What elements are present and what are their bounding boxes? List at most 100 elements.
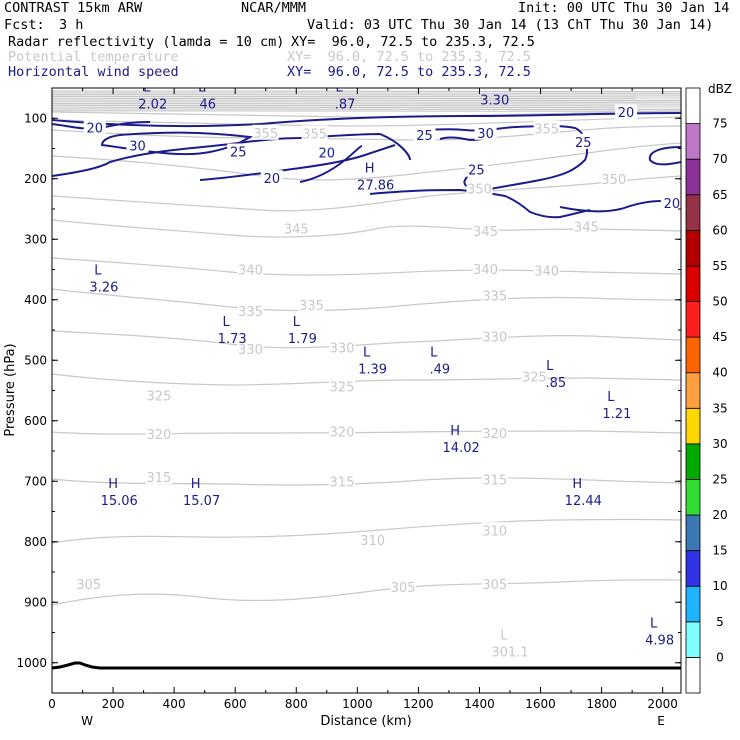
theta-label-bg [237,303,264,319]
wind-label-bg [126,137,149,153]
terrain-line [52,661,681,670]
theta-contour-line [52,142,681,181]
extremum-value: 1.39 [358,362,387,377]
theta-contour-labels: 305 305 305 310 310 315 315 315 320 320 320 325 325 3… [75,120,627,596]
theta-label: 330 [482,331,507,346]
theta-contour-line [52,518,681,544]
theta-label: 320 [330,426,355,441]
colorbar-swatch [685,621,701,658]
field-3-xy: XY= 96.0, 72.5 to 235.3, 72.5 [287,64,531,80]
theta-label: 305 [482,578,507,593]
extremum-type: L [198,80,206,95]
extremum-type: H [365,161,375,176]
theta-contour-line [52,108,681,111]
wind-label-bg [315,144,338,160]
y-tick-label: 300 [24,232,47,246]
wind-label-bg [413,127,436,143]
theta-contour-line [52,95,681,98]
extremum-value: 3.30 [480,94,509,109]
theta-label: 305 [76,578,101,593]
field-3-name: Horizontal wind speed [8,64,179,80]
y-axis-label: Pressure (hPa) [3,343,18,436]
valid-time: Valid: 03 UTC Thu 30 Jan 14 (13 ChT Thu … [307,17,714,33]
theta-contour-line [52,97,681,100]
y-tick-label: 900 [24,595,47,609]
colorbar-label: 30 [712,437,727,451]
theta-label: 310 [360,534,385,549]
field-2-name: Potential temperature [8,49,179,65]
theta-label-bg [573,218,600,234]
extremum-value: 12.44 [565,494,602,509]
theta-label: 345 [574,221,599,236]
y-tick-label: 1000 [16,656,47,670]
extremum-type: H [108,477,118,492]
extremum-type: L [430,345,438,360]
x-tick-label: 1600 [525,697,556,711]
theta-label-bg [145,387,172,403]
wind-contour-line [414,125,588,192]
theta-contour-line [52,101,681,103]
theta-label: 315 [146,471,171,486]
x-tick-label: 1400 [464,697,495,711]
colorbar-label: 25 [712,472,727,486]
extremum-value: 4.98 [645,633,674,648]
extremum-type: L [143,80,151,95]
theta-label-bg [481,328,508,344]
y-tick-label: 800 [24,535,47,549]
extremum-value: 1.21 [602,407,631,422]
colorbar-swatch [685,372,701,409]
extremum-type: H [572,477,582,492]
extremum-value: .87 [335,97,356,112]
x-tick-label: 1200 [403,697,434,711]
theta-contour-line [52,104,681,107]
wind-contour-labels: 20 30 25 20 20 25 30 25 25 20 20 [83,104,681,212]
extremum-type: L [336,80,344,95]
theta-label: 315 [330,475,355,490]
west-end-label: W [81,714,93,728]
y-tick-label: 200 [24,172,47,186]
init-time: Init: 00 UTC Thu 30 Jan 14 [518,0,730,16]
model-title: CONTRAST 15km ARW [4,0,143,16]
reflectivity-colorbar: 0 5 10 15 20 25 30 35 40 45 50 55 60 65 70 75 dBZ [685,82,732,694]
theta-label: 355 [253,127,278,142]
theta-contour-line [52,110,681,118]
theta-label-bg [145,469,172,485]
theta-contour-line [52,93,681,96]
theta-label: 355 [534,123,559,138]
colorbar-label: 15 [712,544,727,558]
theta-label-bg [466,180,493,196]
extremum-value: 301.1 [491,645,528,660]
theta-label: 340 [473,263,498,278]
theta-label-bg [329,473,356,489]
y-tick-label: 600 [24,414,47,428]
theta-contour-line [52,257,681,276]
theta-label-bg [359,531,386,547]
theta-label: 335 [482,290,507,305]
theta-contour-line [52,373,681,386]
colorbar-swatch [685,479,701,516]
colorbar-swatch [685,336,701,374]
extremum-type: L [500,628,508,643]
forecast-hour: 3 h [59,17,84,33]
wind-label-bg [83,119,106,135]
extremum-type: L [650,616,658,631]
x-tick-label: 1800 [586,697,617,711]
x-tick-label: 400 [163,697,186,711]
wind-label: 25 [416,129,433,144]
y-tick-label: 400 [24,293,47,307]
wind-contour-line [648,146,681,166]
colorbar-label: 70 [712,152,727,166]
theta-label: 340 [534,265,559,280]
theta-label: 325 [146,389,171,404]
theta-label-bg [600,170,627,186]
extremum-value: 2.02 [138,97,167,112]
colorbar-unit: dBZ [708,82,732,96]
theta-label: 325 [522,371,547,386]
theta-label-bg [301,125,328,141]
theta-contour-line [52,330,681,349]
wind-contour-line [369,188,591,219]
x-axis: 0 200 400 600 800 1000 1200 1400 1600 1800 2000 [48,88,678,711]
theta-label-bg [472,260,499,276]
wind-label: 30 [477,127,494,142]
